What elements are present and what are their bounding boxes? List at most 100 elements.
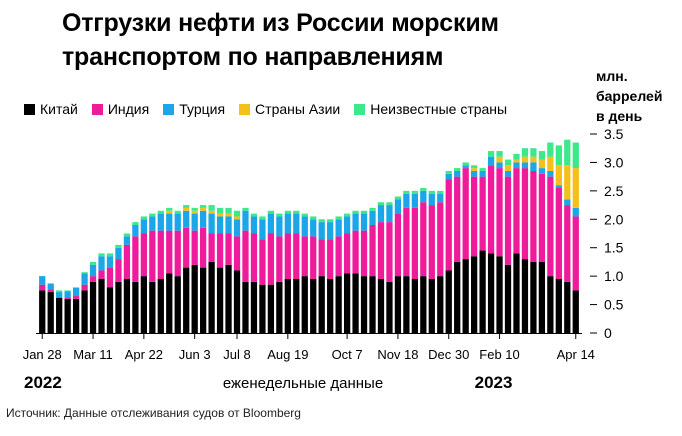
bar-segment [115, 259, 122, 282]
bar-segment [191, 207, 198, 211]
bar-segment [81, 272, 88, 274]
bar-segment [547, 176, 554, 277]
bar-segment [411, 278, 418, 333]
bar-segment [98, 278, 105, 333]
unit-line-3: в день [596, 108, 643, 124]
bar-segment [208, 213, 215, 234]
bar-segment [106, 267, 114, 288]
bar-segment [115, 281, 122, 333]
bar-segment [166, 273, 173, 333]
bar-segment [547, 142, 554, 157]
bar-segment [496, 156, 503, 163]
bar-segment [411, 207, 418, 279]
bar-segment [233, 270, 241, 333]
bar-segment [64, 298, 71, 333]
x-tick-label: Mar 11 [73, 347, 113, 362]
bar-segment [403, 193, 410, 208]
bar-segment [504, 176, 512, 265]
bar-segment [225, 213, 232, 217]
bar-segment [39, 290, 46, 333]
bar-segment [64, 297, 71, 299]
bar-segment [318, 239, 325, 277]
bar-segment [428, 278, 435, 333]
bar-segment [572, 216, 579, 291]
bar-segment [394, 199, 402, 214]
bar-segment [157, 230, 164, 279]
bar-segment [437, 193, 444, 203]
bar-segment [242, 210, 249, 231]
bar-segment [454, 170, 461, 177]
bar-segment [411, 190, 418, 194]
bar-segment [183, 207, 190, 211]
bar-segment [538, 151, 546, 160]
bar-segment [89, 281, 97, 333]
bar-segment [293, 210, 300, 214]
bar-segment [149, 281, 156, 333]
bar-segment [89, 276, 97, 282]
bar-segment [267, 233, 275, 285]
bar-segment [360, 210, 368, 214]
y-tick-label: 2.0 [604, 211, 624, 227]
bar-segment [479, 176, 486, 251]
bar-segment [318, 222, 325, 240]
bar-segment [293, 233, 300, 279]
unit-line-1: млн. [596, 68, 628, 84]
bar-segment [360, 276, 368, 333]
bar-segment [428, 190, 435, 194]
bar-segment [56, 292, 63, 298]
bar-segment [555, 145, 562, 166]
bar-segment [386, 281, 393, 333]
bar-segment [72, 298, 80, 333]
bar-segment [564, 165, 571, 200]
bar-segment [479, 168, 486, 171]
bar-segment [564, 281, 571, 333]
bar-segment [445, 179, 452, 271]
bar-segment [149, 230, 156, 282]
bar-segment [200, 210, 207, 228]
bar-segment [166, 207, 173, 211]
bar-segment [394, 196, 402, 200]
bar-segment [437, 190, 444, 194]
bar-segment [276, 281, 283, 333]
bar-segment [318, 276, 325, 333]
bar-segment [377, 278, 385, 333]
bar-segment [411, 193, 418, 208]
legend-label: Турция [179, 101, 226, 117]
bar-segment [225, 216, 232, 234]
bar-segment [462, 259, 469, 333]
bar-segment [369, 276, 376, 333]
bar-segment [310, 236, 317, 279]
x-tick-label: Jan 28 [23, 347, 62, 362]
bar-segment [149, 216, 156, 231]
bar-segment [233, 219, 241, 237]
bar-segment [208, 261, 215, 333]
bar-segment [454, 168, 461, 171]
legend-swatch [24, 103, 35, 115]
bar-segment [394, 213, 402, 277]
bar-segment [547, 276, 554, 333]
bar-segment [487, 156, 495, 166]
bar-segment [183, 267, 190, 333]
bar-segment [157, 278, 164, 333]
bar-segment [233, 216, 241, 220]
bar-segment [343, 233, 351, 274]
bar-segment [81, 290, 88, 333]
bar-segment [521, 259, 529, 333]
y-tick-label: 3.5 [604, 126, 624, 142]
bar-segment [521, 156, 529, 163]
bar-segment [327, 222, 334, 240]
bar-segment [216, 216, 224, 234]
bar-segment [140, 276, 147, 333]
bar-segment [454, 176, 461, 262]
bar-segment [318, 219, 325, 223]
bar-segment [335, 216, 342, 220]
bar-segment [64, 290, 71, 292]
bar-segment [233, 210, 241, 217]
bar-segment [437, 202, 444, 277]
source-note: Источник: Данные отслеживания судов от B… [6, 406, 301, 420]
x-tick-label: Jul 8 [223, 347, 250, 362]
legend-swatch [163, 103, 175, 115]
bar-segment [250, 233, 258, 282]
bar-segment [208, 205, 215, 211]
bar-segment [403, 276, 410, 333]
